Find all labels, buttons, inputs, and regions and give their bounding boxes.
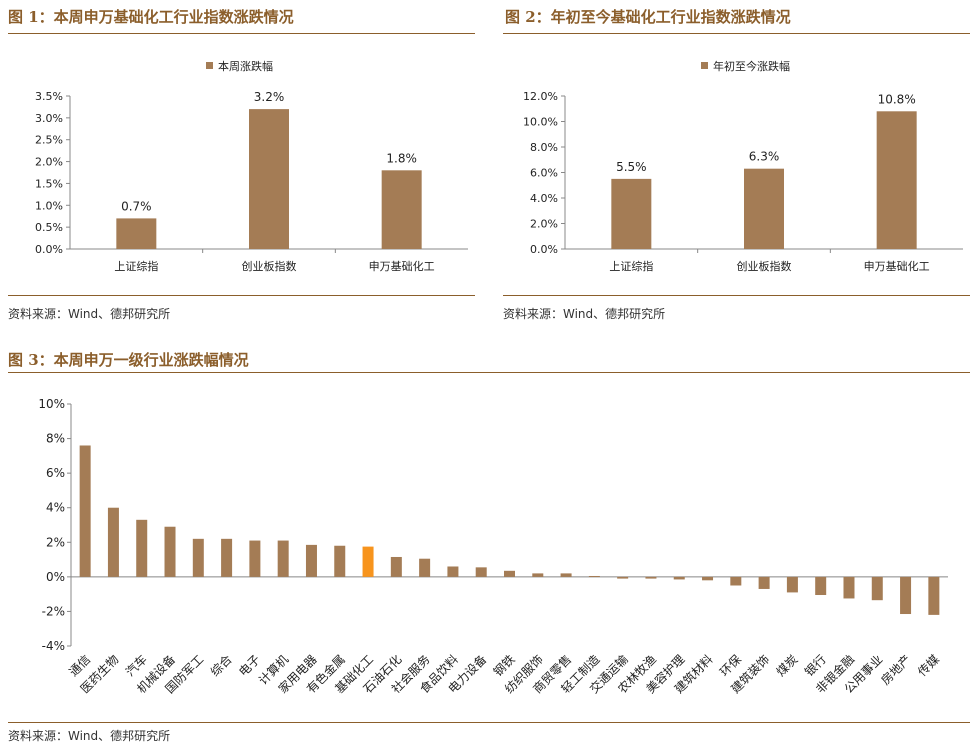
chart1-y-tick-label: 1.5% — [35, 177, 63, 190]
chart3-bar — [164, 526, 176, 577]
chart1-bottom-rule — [8, 295, 475, 296]
chart3-bottom-rule — [8, 722, 970, 723]
chart3-bar — [362, 546, 374, 577]
chart1-legend: 本周涨跌幅 — [206, 59, 273, 73]
chart3-x-tick-label: 房地产 — [878, 652, 914, 688]
chart3-bar — [815, 576, 827, 596]
chart2-title: 图 2：年初至今基础化工行业指数涨跌情况 — [505, 8, 791, 26]
chart1-x-tick-label: 申万基础化工 — [369, 259, 435, 273]
chart2-bottom-rule — [503, 295, 970, 296]
chart1-bar — [381, 170, 422, 249]
chart3-bar — [702, 576, 714, 581]
chart3-source: 资料来源：Wind、德邦研究所 — [8, 729, 171, 743]
chart3-x-tick-label: 煤炭 — [774, 652, 801, 679]
chart3-bar — [249, 540, 261, 577]
chart3-bar — [843, 576, 855, 599]
chart2-y-tick-label: 10.0% — [523, 116, 558, 129]
chart3-bar — [277, 540, 289, 577]
chart3-bar — [447, 566, 459, 577]
chart3-bar — [79, 445, 91, 577]
chart2-y-tick-label: 2.0% — [530, 218, 558, 231]
chart2-y-tick-label: 8.0% — [530, 141, 558, 154]
chart1-data-label: 1.8% — [386, 151, 417, 165]
chart3-bar — [871, 576, 883, 601]
chart3-bar — [900, 576, 912, 615]
chart2-bar — [876, 111, 917, 249]
chart2-bar — [744, 168, 784, 249]
chart1-title: 图 1：本周申万基础化工行业指数涨跌情况 — [8, 8, 294, 26]
chart1-data-label: 3.2% — [254, 90, 285, 104]
chart1-bar — [249, 109, 289, 249]
chart1-y-tick-label: 2.0% — [35, 156, 63, 169]
chart3-bar — [532, 573, 544, 577]
chart1-title-rule — [8, 33, 475, 34]
chart1-y-tick-label: 0.5% — [35, 221, 63, 234]
chart3-bar — [390, 556, 402, 577]
chart3-y-tick-label: 0% — [46, 570, 65, 584]
chart2-x-tick-label: 申万基础化工 — [864, 259, 930, 273]
chart1-source: 资料来源：Wind、德邦研究所 — [8, 307, 171, 321]
chart3-bar — [645, 576, 657, 579]
chart2-legend-label: 年初至今涨跌幅 — [713, 59, 790, 73]
chart1-y-tick-label: 3.5% — [35, 90, 63, 103]
chart3-bar — [758, 576, 770, 589]
chart1-data-label: 0.7% — [121, 199, 152, 213]
chart3-bar — [305, 544, 317, 577]
chart2-x-tick-label: 创业板指数 — [737, 259, 792, 273]
chart2-source: 资料来源：Wind、德邦研究所 — [503, 307, 666, 321]
chart3-y-tick-label: -4% — [42, 639, 65, 653]
chart3-title: 图 3：本周申万一级行业涨跌幅情况 — [8, 351, 249, 369]
chart3-bar — [475, 567, 487, 577]
chart1-y-tick-label: 0.0% — [35, 243, 63, 256]
chart1-plot: 本周涨跌幅 0.0% 0.5% 1.0% 1.5% 2.0% 2.5% 3.0% 3.5% 0.7… — [35, 59, 468, 273]
chart2-y-tick-label: 0.0% — [530, 243, 558, 256]
chart3-bar — [617, 576, 629, 579]
chart2-bar — [611, 178, 652, 249]
chart3-bar — [107, 507, 119, 577]
chart3-bar — [560, 573, 572, 577]
chart3-y-tick-label: 6% — [46, 466, 65, 480]
chart3-bar — [136, 519, 148, 577]
chart3-y-tick-label: 4% — [46, 501, 65, 515]
chart2-data-label: 10.8% — [878, 92, 916, 106]
chart1-x-tick-label: 上证综指 — [114, 259, 158, 273]
chart2-y-tick-label: 12.0% — [523, 90, 558, 103]
chart3-y-tick-label: 2% — [46, 535, 65, 549]
chart3-bar — [504, 570, 515, 577]
chart2-legend-swatch — [701, 62, 708, 69]
chart3-bar — [192, 538, 204, 577]
chart3-bar — [786, 576, 798, 593]
chart1-y-tick-label: 1.0% — [35, 199, 63, 212]
chart3-x-tick-label: 综合 — [207, 652, 235, 680]
chart2-data-label: 6.3% — [749, 150, 780, 164]
chart1-legend-label: 本周涨跌幅 — [218, 59, 273, 73]
chart1-legend-swatch — [206, 62, 213, 69]
chart3-title-rule — [8, 372, 970, 373]
chart3-x-tick-label: 传媒 — [914, 652, 942, 680]
chart3-bar — [730, 576, 742, 586]
chart2-y-tick-label: 6.0% — [530, 167, 558, 180]
chart2-y-tick-label: 4.0% — [530, 192, 558, 205]
chart2-title-rule — [503, 33, 970, 34]
chart3-bar — [334, 545, 346, 577]
chart3-y-tick-label: 8% — [46, 432, 65, 446]
chart3-bar — [221, 538, 233, 577]
chart3-y-tick-label: -2% — [42, 604, 65, 618]
chart1-x-tick-label: 创业板指数 — [242, 259, 297, 273]
chart1-bar — [116, 218, 157, 249]
chart3-y-tick-label: 10% — [38, 397, 65, 411]
chart2-x-tick-label: 上证综指 — [609, 259, 653, 273]
chart3-bar — [419, 558, 431, 577]
chart1-y-tick-label: 3.0% — [35, 112, 63, 125]
chart3-bar — [673, 576, 685, 580]
chart3-bar — [928, 576, 940, 615]
chart2-legend: 年初至今涨跌幅 — [701, 59, 790, 73]
chart1-y-tick-label: 2.5% — [35, 134, 63, 147]
chart3-bar — [588, 575, 600, 577]
chart2-data-label: 5.5% — [616, 160, 647, 174]
chart2-plot: 年初至今涨跌幅 0.0% 2.0% 4.0% 6.0% 8.0% 10.0% 12.0% 5.5… — [523, 59, 963, 273]
